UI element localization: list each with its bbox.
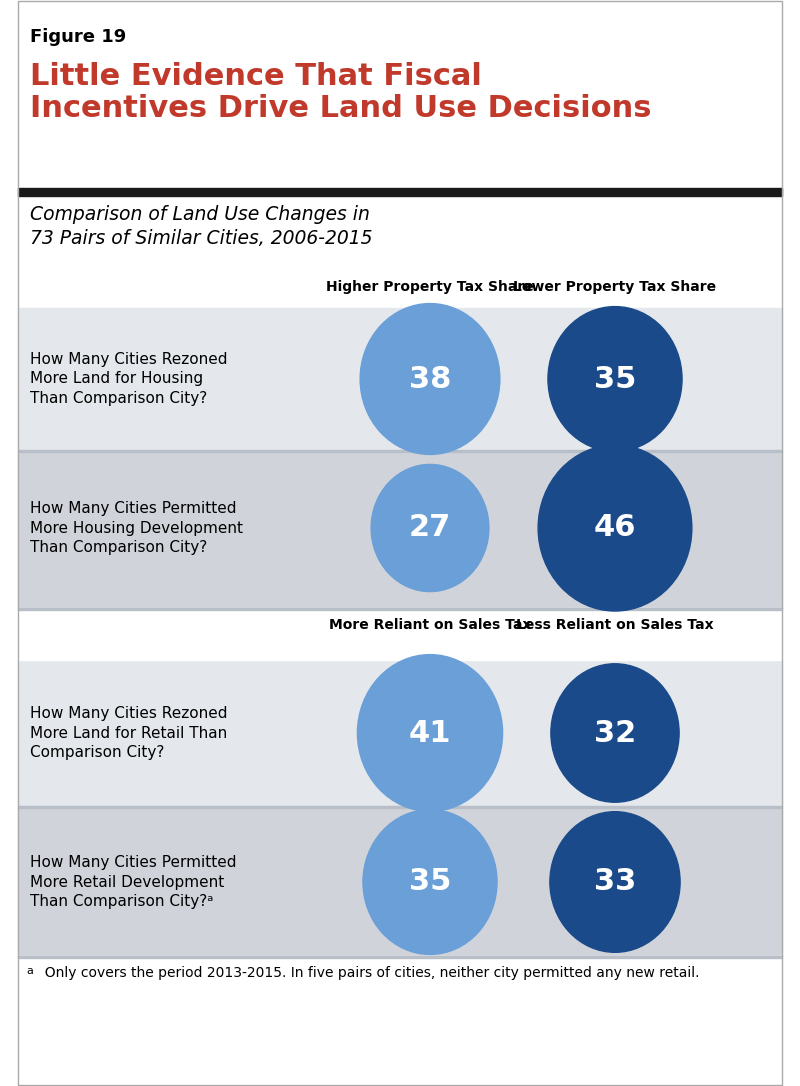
- Text: 46: 46: [594, 514, 636, 543]
- Text: How Many Cities Rezoned
More Land for Retail Than
Comparison City?: How Many Cities Rezoned More Land for Re…: [30, 706, 227, 760]
- Ellipse shape: [371, 465, 489, 592]
- Bar: [18, 450, 782, 452]
- Text: How Many Cities Permitted
More Retail Development
Than Comparison City?ᵃ: How Many Cities Permitted More Retail De…: [30, 855, 237, 909]
- Bar: [18, 808, 782, 956]
- Text: Higher Property Tax Share: Higher Property Tax Share: [326, 280, 534, 294]
- Bar: [18, 195, 782, 280]
- Bar: [18, 188, 782, 195]
- Text: 41: 41: [409, 719, 451, 747]
- Text: 32: 32: [594, 719, 636, 747]
- Bar: [18, 452, 782, 608]
- Text: 38: 38: [409, 365, 451, 393]
- Ellipse shape: [360, 304, 500, 454]
- Text: Little Evidence That Fiscal
Incentives Drive Land Use Decisions: Little Evidence That Fiscal Incentives D…: [30, 62, 651, 124]
- Text: Less Reliant on Sales Tax: Less Reliant on Sales Tax: [516, 618, 714, 632]
- Text: More Reliant on Sales Tax: More Reliant on Sales Tax: [329, 618, 531, 632]
- Text: How Many Cities Rezoned
More Land for Housing
Than Comparison City?: How Many Cities Rezoned More Land for Ho…: [30, 352, 227, 406]
- Text: How Many Cities Permitted
More Housing Development
Than Comparison City?: How Many Cities Permitted More Housing D…: [30, 501, 243, 555]
- Bar: [18, 608, 782, 660]
- Ellipse shape: [550, 811, 680, 952]
- Ellipse shape: [358, 655, 502, 811]
- Bar: [18, 660, 782, 806]
- Bar: [18, 806, 782, 808]
- Text: Only covers the period 2013-2015. In five pairs of cities, neither city permitte: Only covers the period 2013-2015. In fiv…: [36, 967, 699, 980]
- Bar: [18, 308, 782, 450]
- Text: 33: 33: [594, 868, 636, 897]
- Ellipse shape: [551, 664, 679, 803]
- Text: 35: 35: [594, 365, 636, 393]
- Text: Comparison of Land Use Changes in
73 Pairs of Similar Cities, 2006-2015: Comparison of Land Use Changes in 73 Pai…: [30, 205, 373, 249]
- Bar: [18, 956, 782, 958]
- Text: a: a: [26, 967, 33, 976]
- Ellipse shape: [548, 306, 682, 452]
- Text: Lower Property Tax Share: Lower Property Tax Share: [514, 280, 717, 294]
- Bar: [18, 956, 782, 1086]
- Ellipse shape: [538, 445, 692, 611]
- Text: Figure 19: Figure 19: [30, 28, 126, 46]
- Bar: [18, 0, 782, 188]
- Ellipse shape: [363, 809, 497, 955]
- Text: 35: 35: [409, 868, 451, 897]
- Text: 27: 27: [409, 514, 451, 543]
- Bar: [18, 608, 782, 610]
